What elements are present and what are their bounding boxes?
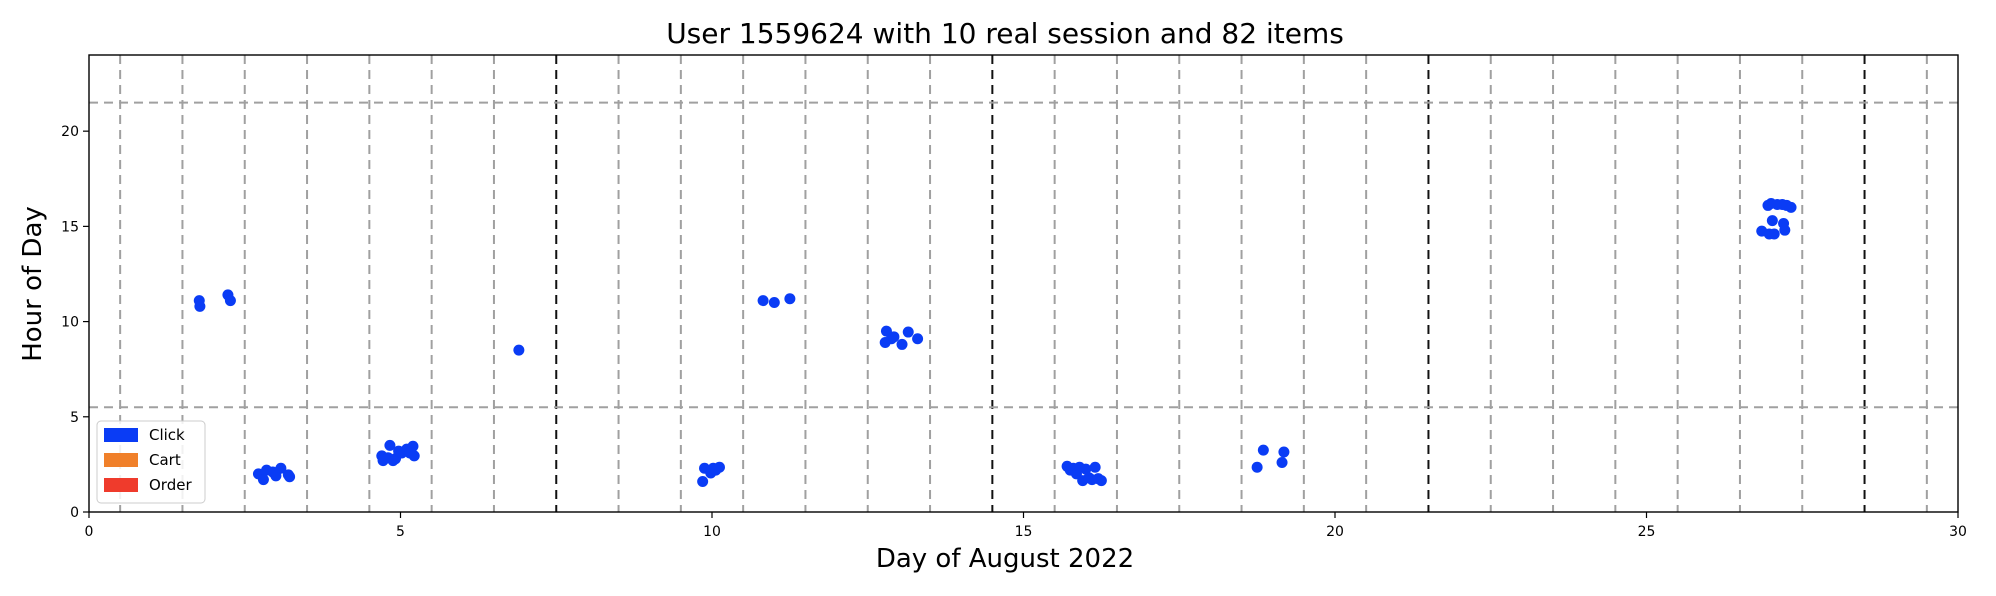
data-point-click — [912, 333, 924, 345]
data-point-click — [194, 300, 206, 312]
legend-swatch-cart — [104, 453, 138, 467]
y-tick-label: 0 — [70, 505, 79, 521]
y-tick-label: 15 — [61, 219, 79, 235]
data-point-click — [697, 476, 709, 488]
chart-title: User 1559624 with 10 real session and 82… — [666, 17, 1344, 50]
data-point-click — [513, 344, 525, 356]
data-point-click — [1080, 463, 1092, 475]
data-point-click — [1257, 444, 1269, 456]
data-point-click — [384, 439, 396, 451]
y-tick-label: 10 — [61, 315, 79, 331]
data-point-click — [713, 461, 725, 473]
x-tick-label: 10 — [703, 524, 721, 540]
ticks-layer: 0 5 10 15 20 25 30 0 5 10 15 20 — [61, 124, 1967, 540]
data-point-click — [768, 297, 780, 309]
data-point-click — [784, 293, 796, 305]
data-point-click — [275, 462, 287, 474]
x-tick-label: 5 — [396, 524, 405, 540]
data-point-click — [1779, 224, 1791, 236]
x-tick-label: 0 — [85, 524, 94, 540]
legend: Click Cart Order — [96, 420, 206, 504]
data-point-click — [224, 295, 236, 307]
data-point-click — [888, 331, 900, 343]
data-point-click — [902, 326, 914, 338]
data-point-click — [1095, 475, 1107, 487]
x-tick-label: 25 — [1638, 524, 1656, 540]
data-point-click — [284, 471, 296, 483]
x-tick-label: 15 — [1015, 524, 1033, 540]
legend-swatch-click — [104, 428, 138, 442]
points-layer — [193, 198, 1797, 488]
data-point-click — [1278, 446, 1290, 458]
data-point-click — [1089, 461, 1101, 473]
legend-label-order: Order — [149, 476, 192, 494]
x-tick-label: 20 — [1326, 524, 1344, 540]
y-tick-label: 20 — [61, 124, 79, 140]
y-tick-label: 5 — [70, 410, 79, 426]
x-axis-label: Day of August 2022 — [876, 544, 1134, 574]
legend-label-cart: Cart — [149, 451, 181, 469]
data-point-click — [257, 474, 269, 486]
data-point-click — [757, 295, 769, 307]
grid-layer — [89, 55, 1958, 512]
data-point-click — [1768, 228, 1780, 240]
data-point-click — [896, 338, 908, 350]
data-point-click — [1785, 201, 1797, 213]
data-point-click — [407, 440, 419, 452]
y-axis-label: Hour of Day — [18, 206, 48, 362]
x-tick-label: 30 — [1949, 524, 1967, 540]
data-point-click — [408, 450, 420, 462]
legend-swatch-order — [104, 478, 138, 492]
data-point-click — [1276, 456, 1288, 468]
data-point-click — [1766, 215, 1778, 227]
data-point-click — [1251, 461, 1263, 473]
legend-label-click: Click — [149, 426, 185, 444]
